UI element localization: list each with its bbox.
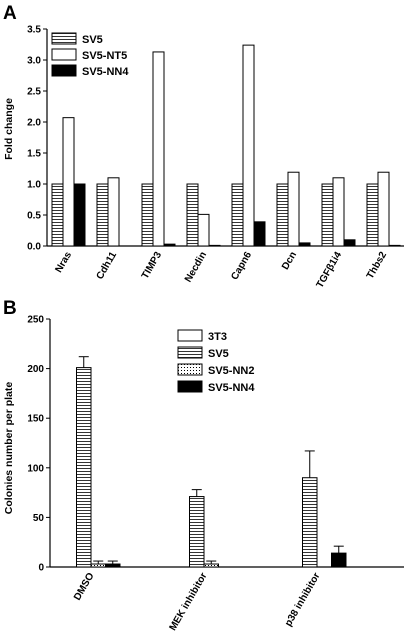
- chart-a-bar: [366, 183, 379, 247]
- chart-a-category-label: Necdin: [183, 250, 209, 284]
- chart-b-bar: [90, 563, 106, 568]
- chart-b-legend-label: SV5: [208, 348, 229, 360]
- chart-b-category-label: MEK inhibitor: [168, 571, 210, 633]
- chart-b-y-tick-label: 0: [38, 563, 44, 574]
- chart-a-marks: 0.0 0.5 1.0 1.5 2.0 2.5 3.0 3.5 Nras Cdh11 TIMP3 Ne…: [27, 25, 404, 291]
- chart-b-bar: [302, 477, 318, 568]
- chart-a-category-label: TIMP3: [140, 250, 164, 281]
- chart-a-bar: [141, 183, 154, 247]
- chart-b-category-label: p38 inhibitor: [283, 571, 323, 629]
- chart-a-legend-label: SV5: [82, 34, 103, 46]
- chart-a-bar: [231, 183, 244, 247]
- chart-a-bar: [96, 183, 109, 247]
- chart-a-bar: [242, 44, 255, 247]
- chart-b-y-tick-label: 100: [27, 463, 44, 474]
- chart-b-marks: 0 50 100 150 200 250 DMSO MEK inhibitor p38 inhi…: [27, 315, 404, 633]
- chart-a-y-tick-label: 3.5: [27, 25, 41, 36]
- chart-a-bar: [287, 171, 300, 247]
- chart-a-category-label: Cdh11: [95, 250, 120, 282]
- chart-b-category-label: DMSO: [72, 571, 97, 603]
- chart-b-bar: [189, 496, 205, 568]
- chart-a-bar: [388, 244, 401, 247]
- chart-a-legend-label: SV5-NT5: [82, 50, 127, 62]
- chart-a-y-tick-label: 1.0: [27, 180, 41, 191]
- chart-b-bar: [331, 552, 347, 568]
- chart-a-y-tick-label: 3.0: [27, 56, 41, 67]
- chart-b-legend-label: 3T3: [208, 331, 227, 343]
- chart-a-bar: [208, 244, 221, 247]
- chart-a: Fold change 0.0 0.5 1.0 1.5 2.0 2.5 3.0 3.5 Nras…: [3, 25, 404, 291]
- chart-a-bar: [197, 213, 210, 247]
- chart-b-legend-swatch: [177, 363, 203, 376]
- chart-a-bar: [253, 221, 266, 247]
- chart-a-bar: [163, 243, 176, 247]
- chart-b-y-tick-label: 250: [27, 315, 44, 326]
- chart-b-legend-label: SV5-NN2: [208, 365, 254, 377]
- chart-b-y-tick-label: 50: [33, 513, 45, 524]
- chart-b-bar: [203, 563, 219, 568]
- chart-a-ylabel: Fold change: [3, 98, 15, 160]
- chart-a-bar: [276, 183, 289, 247]
- chart-b-bar: [76, 367, 92, 568]
- chart-a-y-tick-label: 0.0: [27, 242, 41, 253]
- chart-b-bar: [105, 563, 121, 568]
- chart-a-bar: [51, 183, 64, 247]
- chart-b-y-tick-label: 200: [27, 364, 44, 375]
- chart-b: Colonies number per plate 0 50 100 150 200 25…: [3, 315, 404, 633]
- chart-a-legend-swatch: [51, 32, 77, 45]
- chart-a-category-label: TGFβ1i4: [315, 250, 345, 291]
- chart-a-bar: [332, 177, 345, 247]
- chart-b-legend-label: SV5-NN4: [208, 382, 255, 394]
- chart-a-category-label: Capn6: [229, 250, 254, 282]
- chart-a-legend-swatch: [51, 64, 77, 77]
- chart-a-bar: [107, 177, 120, 247]
- panel-a-letter: A: [3, 3, 17, 24]
- chart-b-legend-swatch: [177, 329, 203, 342]
- chart-a-bar: [321, 183, 334, 247]
- chart-a-y-tick-label: 0.5: [27, 211, 41, 222]
- chart-a-bar: [62, 117, 75, 247]
- chart-a-category-label: Thbs2: [365, 250, 389, 281]
- chart-b-legend-swatch: [177, 346, 203, 359]
- chart-b-legend-swatch: [177, 380, 203, 393]
- chart-b-ylabel: Colonies number per plate: [3, 382, 15, 515]
- chart-a-legend-label: SV5-NN4: [82, 66, 129, 78]
- chart-a-bar: [298, 242, 311, 247]
- chart-a-bar: [73, 183, 86, 247]
- chart-a-y-tick-label: 2.5: [27, 87, 41, 98]
- chart-a-bar: [152, 51, 165, 247]
- panel-b-letter: B: [3, 298, 17, 319]
- chart-a-bar: [377, 171, 390, 247]
- chart-a-legend-swatch: [51, 48, 77, 61]
- chart-a-bar: [186, 183, 199, 247]
- chart-b-y-tick-label: 150: [27, 414, 44, 425]
- chart-a-category-label: Nras: [53, 250, 74, 275]
- chart-a-category-label: Dcn: [280, 250, 299, 272]
- chart-a-bar: [343, 239, 356, 247]
- chart-a-y-tick-label: 2.0: [27, 118, 41, 129]
- chart-a-y-tick-label: 1.5: [27, 149, 41, 160]
